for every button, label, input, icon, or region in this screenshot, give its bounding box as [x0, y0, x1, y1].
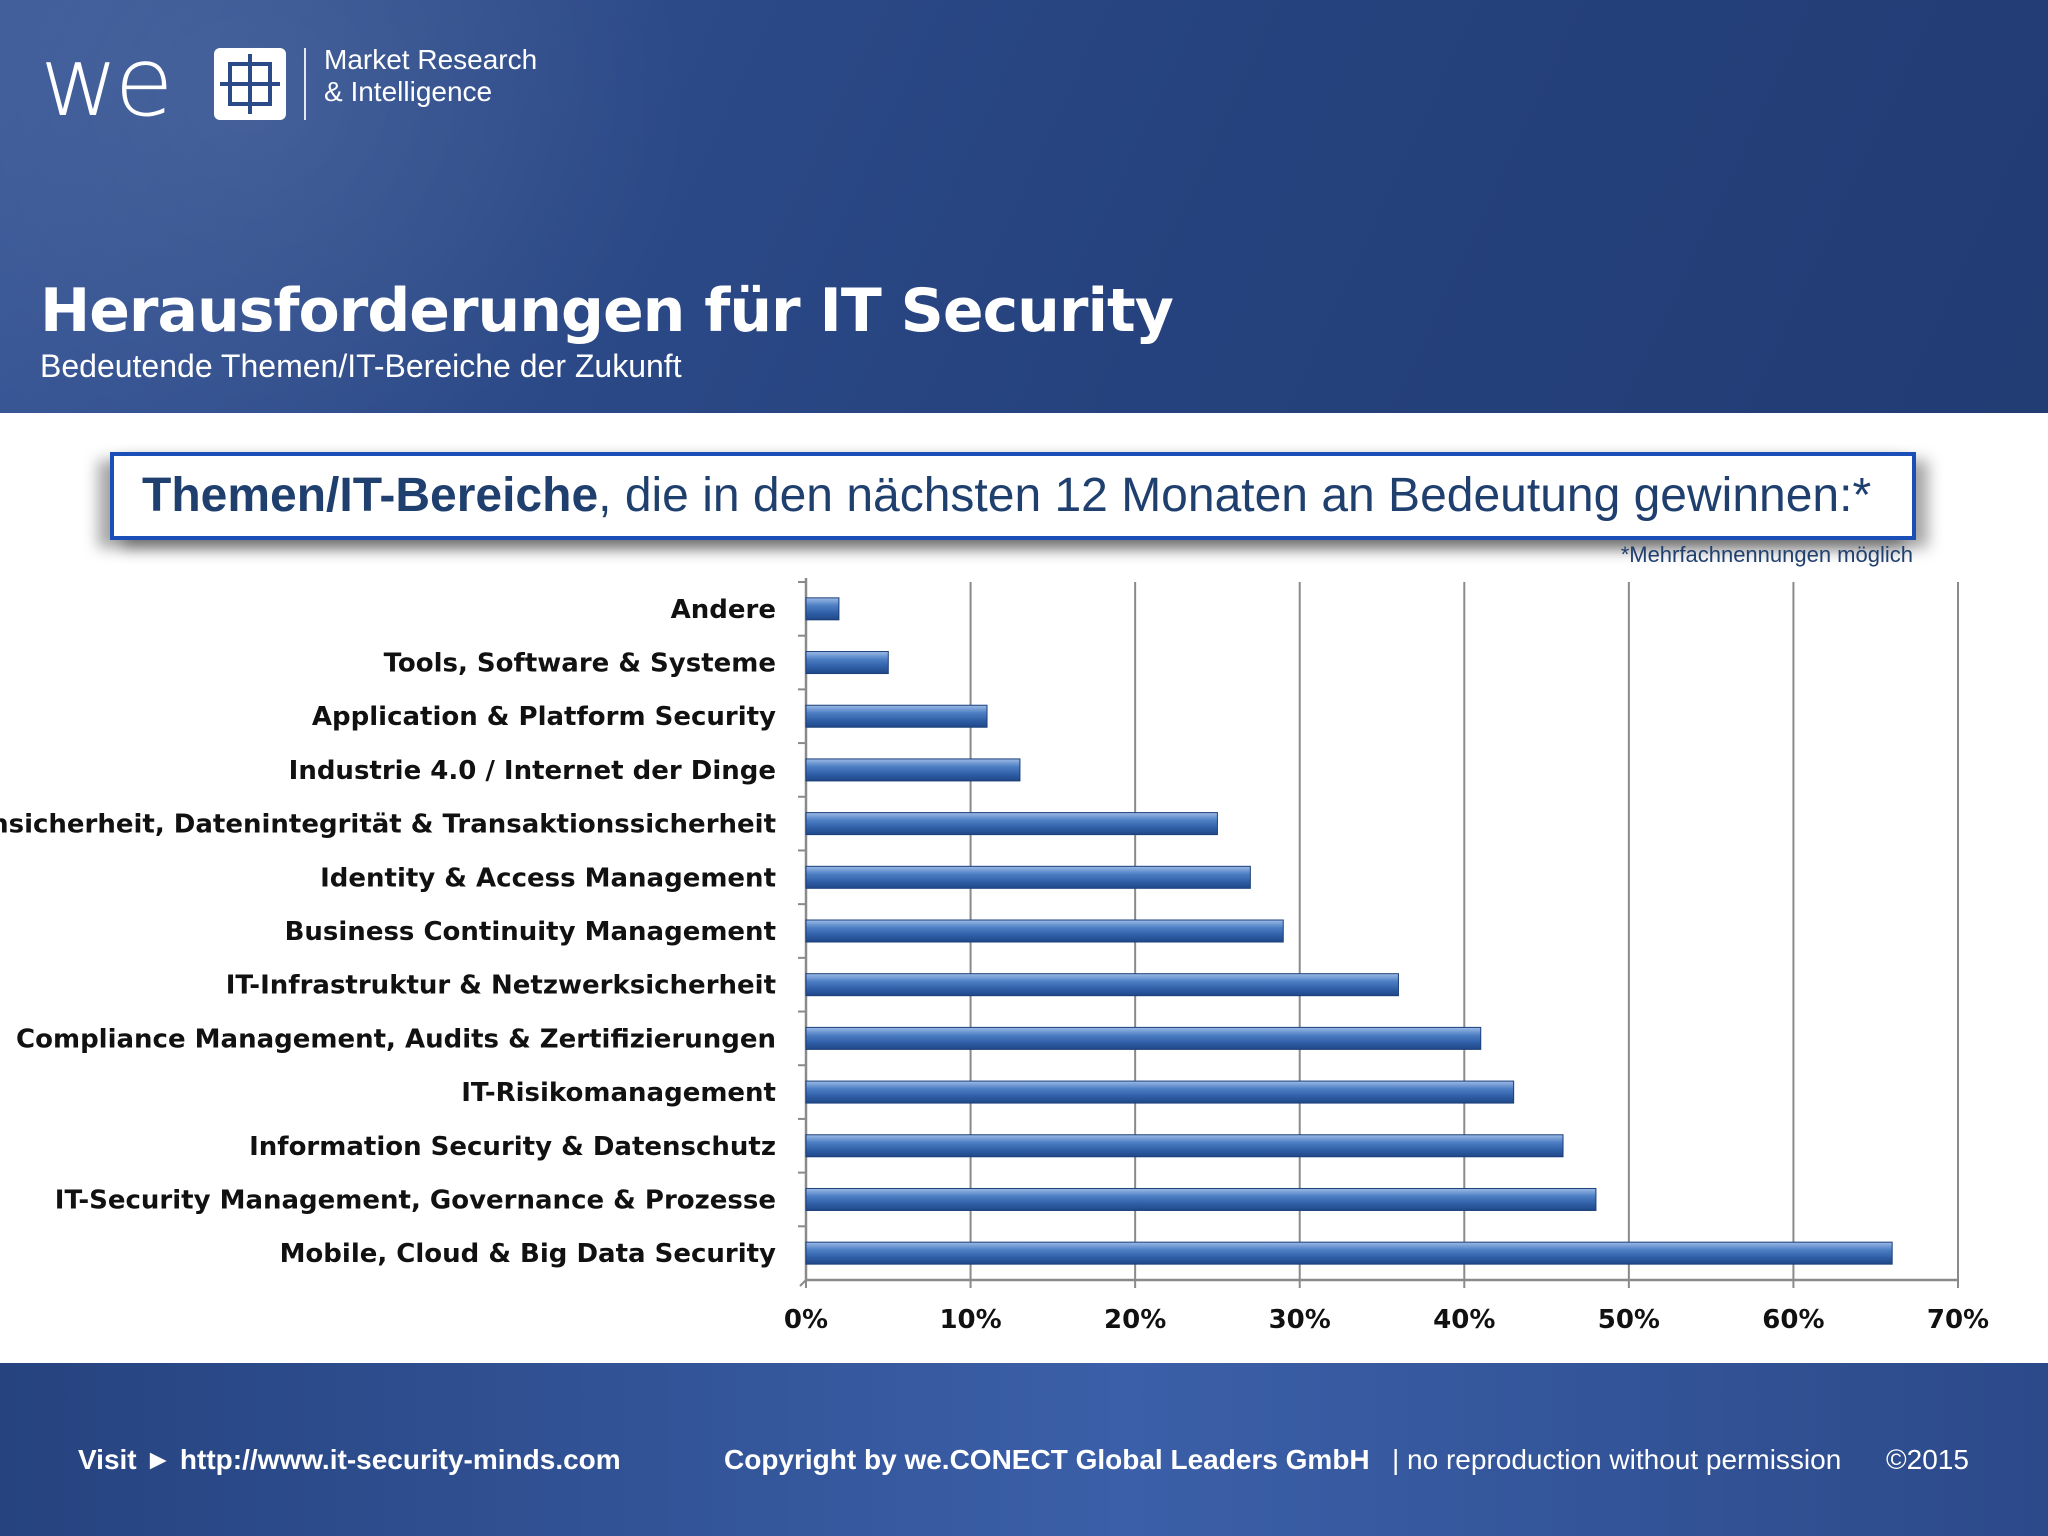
footer-year: ©2015	[1886, 1444, 1969, 1475]
bar	[805, 1026, 1482, 1050]
footer-copyright: Copyright by we.CONECT Global Leaders Gm…	[724, 1444, 1370, 1475]
question-box: Themen/IT-Bereiche, die in den nächsten …	[110, 452, 1916, 540]
x-tick-label: 70%	[1927, 1305, 1989, 1335]
category-label: Application & Platform Security	[312, 702, 776, 732]
question-text: Themen/IT-Bereiche, die in den nächsten …	[142, 468, 1871, 524]
footer-no-reproduction: | no reproduction without permission	[1392, 1444, 1842, 1475]
bars	[805, 597, 1893, 1265]
crosshair-logo-icon	[214, 48, 286, 120]
category-label: IT-Infrastruktur & Netzwerksicherheit	[226, 971, 776, 1001]
logo-tagline-line1: Market Research	[324, 44, 538, 75]
category-labels: Andere Tools, Software & Systeme Applicati…	[0, 595, 776, 1269]
question-rest: , die in den nächsten 12 Monaten an Bede…	[598, 469, 1872, 522]
category-label: Tools, Software & Systeme	[384, 649, 776, 679]
category-label: IT-Risikomanagement	[461, 1078, 776, 1108]
bar	[805, 919, 1284, 943]
x-tick-labels: 0% 10% 20% 30% 40% 50% 60% 70%	[784, 1305, 1989, 1335]
x-tick-label: 30%	[1269, 1305, 1331, 1335]
x-tick-label: 50%	[1598, 1305, 1660, 1335]
logo-wordmark: we	[40, 26, 174, 138]
bar-chart: Andere Tools, Software & Systeme Applicati…	[0, 578, 1989, 1335]
logo: we Market Research & Intelligence	[40, 34, 600, 130]
footer: Visit ► http://www.it-security-minds.com…	[0, 1363, 2048, 1536]
category-label: Datensicherheit, Datenintegrität & Trans…	[0, 810, 776, 840]
question-bold: Themen/IT-Bereiche	[142, 469, 599, 522]
x-tick-label: 60%	[1762, 1305, 1824, 1335]
bar	[805, 973, 1399, 997]
category-label: Identity & Access Management	[320, 863, 776, 893]
bar	[805, 812, 1218, 836]
footer-visit-link[interactable]: Visit ► http://www.it-security-minds.com	[78, 1444, 621, 1475]
footnote: *Mehrfachnennungen möglich	[1620, 542, 1913, 567]
x-tick-label: 40%	[1433, 1305, 1495, 1335]
header-decoration	[0, 0, 700, 413]
bar	[805, 1080, 1515, 1104]
bar	[805, 597, 840, 621]
x-tick-label: 0%	[784, 1305, 828, 1335]
category-label: Andere	[671, 595, 776, 625]
bar	[805, 1241, 1893, 1265]
axis-corner	[799, 1279, 807, 1287]
logo-tagline-line2: & Intelligence	[324, 76, 493, 107]
bar	[805, 704, 988, 728]
category-label: Industrie 4.0 / Internet der Dinge	[289, 756, 776, 786]
category-label: Information Security & Datenschutz	[249, 1132, 776, 1162]
category-label: Mobile, Cloud & Big Data Security	[280, 1239, 776, 1269]
bar	[805, 1187, 1597, 1211]
x-tick-label: 20%	[1104, 1305, 1166, 1335]
bar	[805, 1134, 1564, 1158]
logo-divider	[304, 48, 306, 120]
page-title: Herausforderungen für IT Security	[40, 276, 1174, 346]
category-label: Compliance Management, Audits & Zertifiz…	[16, 1024, 776, 1054]
bar	[805, 758, 1021, 782]
header-banner: we Market Research & Intelligence Heraus…	[0, 0, 2048, 413]
category-label: IT-Security Management, Governance & Pro…	[55, 1185, 776, 1215]
bar	[805, 651, 889, 675]
x-tick-label: 10%	[939, 1305, 1001, 1335]
page-subtitle: Bedeutende Themen/IT-Bereiche der Zukunf…	[40, 348, 682, 384]
category-label: Business Continuity Management	[285, 917, 776, 947]
bar	[805, 865, 1251, 889]
logo-tagline: Market Research & Intelligence	[324, 44, 537, 108]
